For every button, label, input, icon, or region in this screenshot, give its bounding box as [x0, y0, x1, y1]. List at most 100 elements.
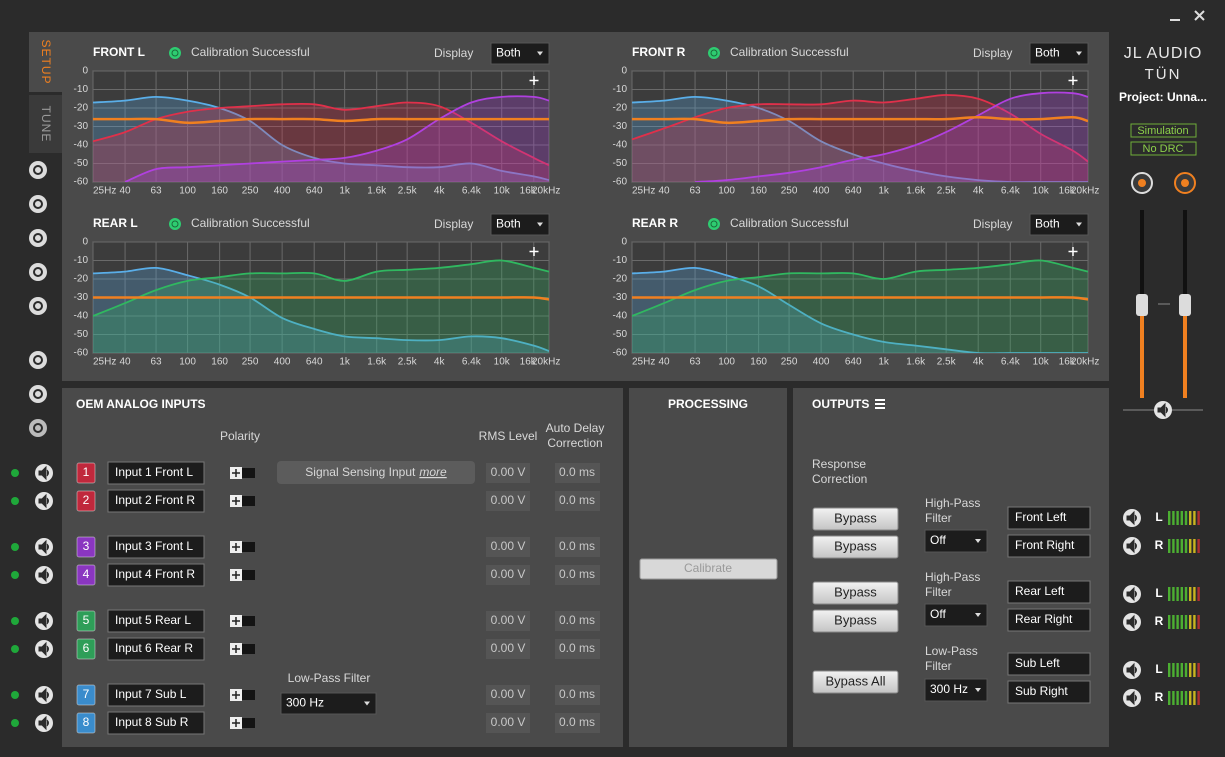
setup-tab[interactable]: [29, 32, 62, 92]
level-slider-thumb[interactable]: [1179, 294, 1191, 316]
channel-name: Input 6 Rear R: [115, 641, 193, 655]
y-tick-label: -40: [613, 140, 628, 151]
sidebar-icon[interactable]: [29, 229, 47, 247]
outputs-menu-icon[interactable]: [875, 399, 885, 409]
x-tick-label: 10k: [494, 357, 511, 368]
sidebar-icon[interactable]: [29, 385, 47, 403]
status-text: Calibration Successful: [191, 45, 310, 59]
polarity-toggle-track[interactable]: [242, 644, 255, 654]
delay-value: 0.0 ms: [559, 641, 595, 655]
sidebar-icon[interactable]: [29, 161, 47, 179]
polarity-toggle-track[interactable]: [242, 570, 255, 580]
low-pass-dropdown[interactable]: [280, 692, 377, 715]
channel-name-field[interactable]: [107, 683, 205, 707]
channel-name-field[interactable]: [107, 609, 205, 633]
bypass-button[interactable]: [812, 507, 899, 531]
level-slider-thumb[interactable]: [1136, 294, 1148, 316]
polarity-toggle-track[interactable]: [242, 468, 255, 478]
bypass-button[interactable]: [812, 535, 899, 559]
sidebar-icon[interactable]: [29, 263, 47, 281]
x-tick-label: 1k: [339, 357, 351, 368]
polarity-toggle-track[interactable]: [242, 616, 255, 626]
tune-tab[interactable]: [29, 95, 62, 153]
status-dot: [169, 47, 181, 59]
filter-dropdown[interactable]: [924, 603, 988, 627]
status-dot-ring: [171, 49, 179, 57]
signal-sensing-link[interactable]: more: [419, 465, 447, 479]
channel-badge: [76, 712, 96, 734]
rms-value: 0.00 V: [491, 613, 526, 627]
y-tick-label: -10: [74, 84, 89, 95]
display-dropdown[interactable]: [490, 213, 550, 236]
channel-name-field[interactable]: [107, 535, 205, 559]
channel-name-field[interactable]: [107, 711, 205, 735]
x-tick-label: 4k: [434, 186, 446, 197]
signal-sensing-button[interactable]: [277, 461, 475, 484]
project-name: Project: Unna...: [1119, 90, 1207, 104]
sidebar-icon[interactable]: [29, 297, 47, 315]
x-tick-label: 2.5k: [398, 357, 418, 368]
output-name: Sub Left: [1015, 656, 1060, 670]
output-name-field[interactable]: [1007, 652, 1091, 676]
calibrate-button[interactable]: [639, 558, 778, 580]
sidebar-icon[interactable]: [29, 195, 47, 213]
polarity-toggle-track[interactable]: [242, 690, 255, 700]
polarity-toggle-track[interactable]: [242, 496, 255, 506]
output-name-field[interactable]: [1007, 608, 1091, 632]
output-name-field[interactable]: [1007, 580, 1091, 604]
polarity-toggle-track[interactable]: [242, 542, 255, 552]
channel-name-field[interactable]: [107, 489, 205, 513]
speaker-icon: [38, 613, 49, 629]
filter-dropdown[interactable]: [924, 529, 988, 553]
bypass-all-button[interactable]: [812, 670, 899, 694]
x-tick-label: 250: [242, 357, 259, 368]
delay-field: [555, 611, 600, 631]
display-dropdown-value: Both: [496, 217, 521, 231]
display-dropdown[interactable]: [1029, 42, 1089, 65]
rms-field: [486, 639, 530, 659]
sidebar-icon-glyph: [33, 233, 43, 243]
output-name-field[interactable]: [1007, 534, 1091, 558]
x-tick-label: 63: [150, 186, 162, 197]
output-name: Front Left: [1015, 510, 1067, 524]
delay-field: [555, 639, 600, 659]
x-tick-label: 1k: [878, 186, 890, 197]
sidebar-icon[interactable]: [29, 351, 47, 369]
y-tick-label: 0: [82, 237, 88, 248]
bypass-all-button-label: Bypass All: [826, 673, 886, 688]
bypass-button[interactable]: [812, 609, 899, 633]
delay-field: [555, 537, 600, 557]
meter-segment: [1168, 587, 1171, 601]
channel-name-field[interactable]: [107, 563, 205, 587]
output-name-field[interactable]: [1007, 506, 1091, 530]
x-tick-label: 16k: [1059, 186, 1076, 197]
channel-name-field[interactable]: [107, 461, 205, 485]
speaker-icon: [1126, 586, 1137, 602]
x-tick-label: 25Hz: [632, 357, 655, 368]
y-tick-label: -50: [613, 158, 628, 169]
add-marker-button[interactable]: [1068, 76, 1078, 85]
add-marker-button[interactable]: [529, 76, 539, 85]
add-marker-button[interactable]: [529, 247, 539, 256]
add-marker-button[interactable]: [1068, 247, 1078, 256]
y-tick-label: -20: [74, 274, 89, 285]
polarity-toggle-track[interactable]: [242, 718, 255, 728]
speaker-icon: [38, 567, 49, 583]
dropdown-arrow: [537, 51, 543, 56]
display-dropdown[interactable]: [1029, 213, 1089, 236]
channel-active-dot: [11, 543, 19, 551]
output-name-field[interactable]: [1007, 680, 1091, 704]
x-tick-label: 25Hz: [93, 357, 116, 368]
sidebar-icon[interactable]: [29, 419, 47, 437]
filter-dropdown[interactable]: [924, 678, 988, 702]
display-dropdown[interactable]: [490, 42, 550, 65]
meter-channel-label: L: [1155, 586, 1162, 600]
channel-name-field[interactable]: [107, 637, 205, 661]
close-button[interactable]: [1194, 10, 1205, 21]
x-tick-label: 20kHz: [532, 186, 560, 197]
status-dot-ring: [171, 220, 179, 228]
y-tick-label: -30: [74, 121, 89, 132]
speaker-icon: [38, 539, 49, 555]
bypass-button[interactable]: [812, 581, 899, 605]
speaker-icon: [1126, 538, 1137, 554]
